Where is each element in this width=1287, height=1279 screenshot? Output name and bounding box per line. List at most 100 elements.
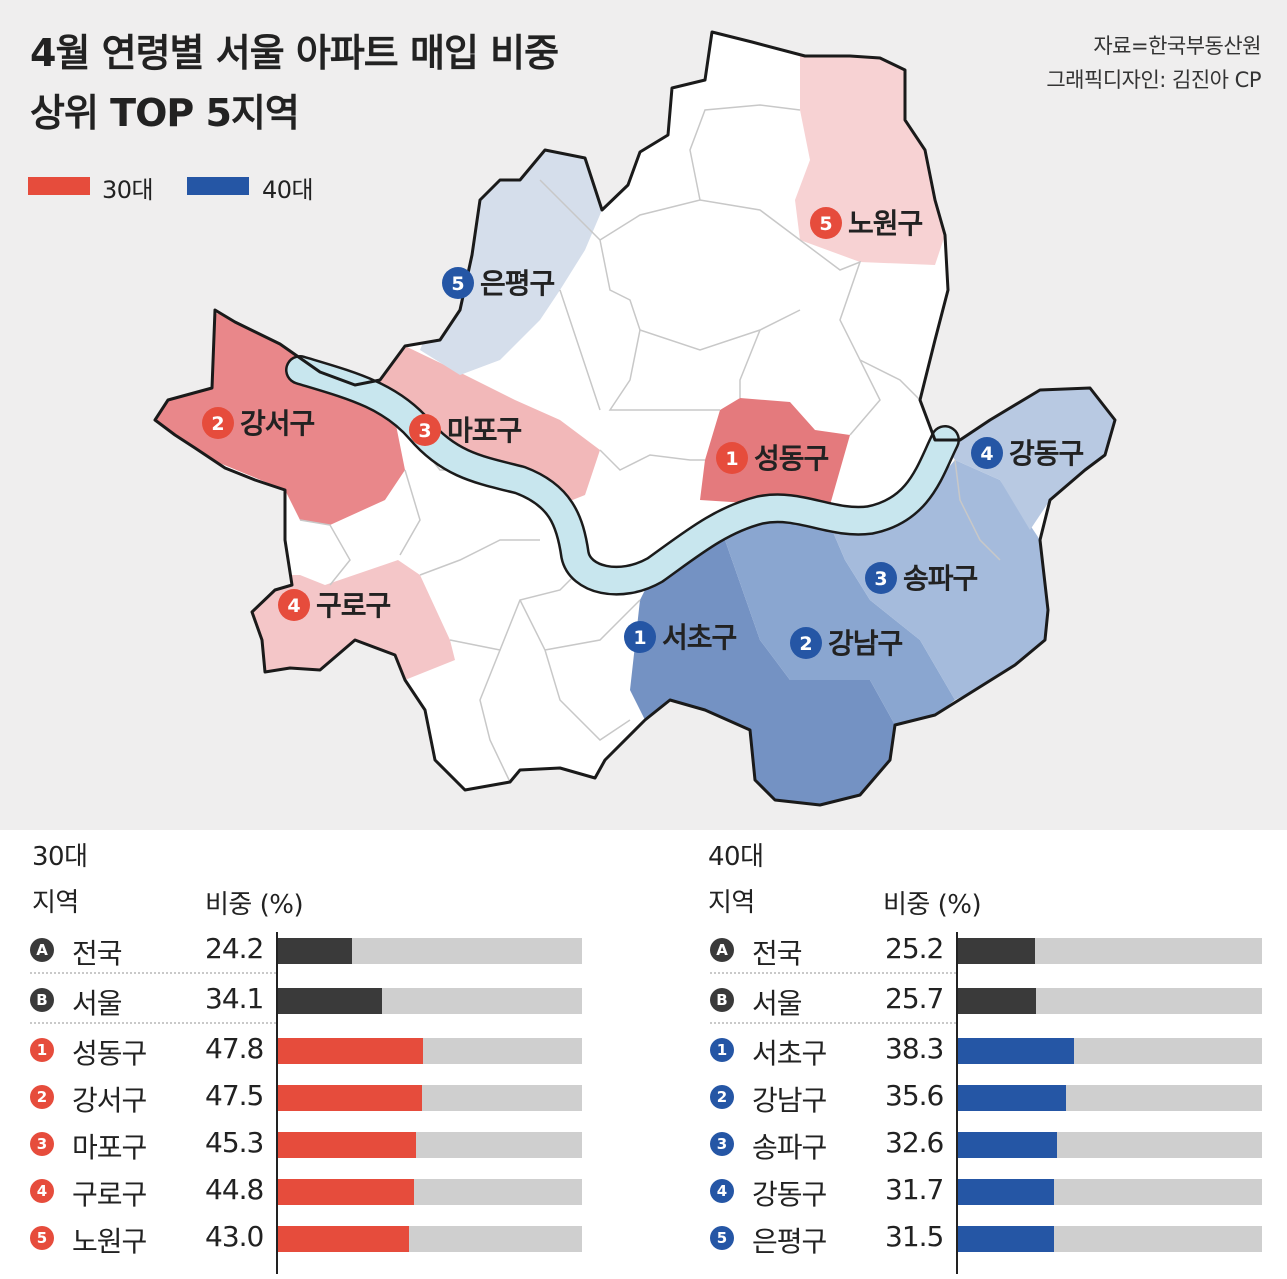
bar-track: [278, 938, 582, 964]
map-district-label: 강남구: [828, 627, 903, 660]
bar-row: 1 성동구 47.8: [30, 1026, 590, 1072]
col-header-region-40s: 지역: [708, 888, 755, 918]
map-rank-badge: [409, 414, 441, 446]
map-district-label: 구로구: [316, 589, 391, 622]
col-header-share-30s: 비중 (%): [205, 890, 304, 920]
map-rank-number: 2: [211, 413, 224, 435]
bar-row: 2 강남구 35.6: [710, 1073, 1270, 1119]
map-rank-number: 4: [980, 443, 993, 465]
rank-badge: A: [710, 938, 734, 962]
region-label: 전국: [72, 937, 123, 970]
region-label: 마포구: [72, 1131, 147, 1164]
map-district-label: 마포구: [447, 414, 522, 447]
map-district-label: 송파구: [903, 562, 978, 595]
bar-row: 5 노원구 43.0: [30, 1214, 590, 1260]
rank-badge: 4: [710, 1179, 734, 1203]
map-rank-badge: [716, 442, 748, 474]
map-district-label: 성동구: [754, 442, 829, 475]
bar-track: [278, 1226, 582, 1252]
bar: [958, 1179, 1055, 1205]
map-rank-badge: [442, 267, 474, 299]
rank-badge: A: [30, 938, 54, 962]
legend-label-30s: 30대: [102, 176, 154, 204]
bar: [958, 1226, 1054, 1252]
value-label: 25.7: [885, 982, 944, 1015]
map-rank-badge: [810, 207, 842, 239]
value-label: 47.5: [205, 1079, 264, 1112]
district-boundaries: [299, 104, 1001, 783]
bar-panel-40s: 40대 지역 비중 (%) A 전국 25.2 B 서울 25.7 1 서초구 38.3 2 강남구…: [680, 830, 1287, 1279]
region-label: 강동구: [752, 1178, 827, 1211]
map-rank-number: 5: [819, 213, 832, 235]
legend-swatch-40s: [187, 177, 249, 195]
col-header-region-30s: 지역: [32, 888, 79, 918]
map-district-label: 은평구: [480, 267, 555, 300]
bar-row: B 서울 34.1: [30, 976, 590, 1022]
bar-row: 4 강동구 31.7: [710, 1167, 1270, 1213]
row-separator: [30, 972, 276, 974]
map-rank-badge: [790, 627, 822, 659]
region-label: 전국: [752, 937, 803, 970]
rank-badge: 2: [710, 1085, 734, 1109]
bar: [958, 1085, 1067, 1111]
map-district-label: 강동구: [1009, 437, 1084, 470]
bar-track: [958, 988, 1262, 1014]
map-rank-number: 3: [874, 568, 887, 590]
bar-row: 3 송파구 32.6: [710, 1120, 1270, 1166]
panel-title-30s: 30대: [32, 842, 88, 872]
bar-track: [958, 1179, 1262, 1205]
bar-track: [958, 1132, 1262, 1158]
map-rank-badge: [202, 407, 234, 439]
map-district-label: 강서구: [240, 407, 315, 440]
bar: [958, 988, 1037, 1014]
bar-axis-line: [956, 932, 958, 1274]
bar-axis-line: [276, 932, 278, 1274]
bar-row: B 서울 25.7: [710, 976, 1270, 1022]
map-rank-number: 2: [799, 633, 812, 655]
region-label: 서울: [72, 987, 123, 1020]
map-rank-number: 1: [725, 448, 738, 470]
district-gangdong: [940, 388, 1115, 530]
rank-badge: 2: [30, 1085, 54, 1109]
seoul-district-map: 1 성동구 2 강서구 3 마포구 4 구로구 5 노원구 1 서초구 2 강남구 3 송파구 4 강동구 5 은평구: [153, 30, 1117, 807]
region-label: 노원구: [72, 1225, 147, 1258]
bar-panel-30s: 30대 지역 비중 (%) A 전국 24.2 B 서울 34.1 1 성동구 47.8 2 강서구…: [0, 830, 643, 1279]
map-rank-badge: [624, 621, 656, 653]
region-label: 구로구: [72, 1178, 147, 1211]
rank-badge: 5: [710, 1226, 734, 1250]
value-label: 24.2: [205, 932, 264, 965]
bar-track: [278, 1038, 582, 1064]
bar-track: [958, 1085, 1262, 1111]
value-label: 38.3: [885, 1032, 944, 1065]
bar-track: [278, 1179, 582, 1205]
chart-title-line2: 상위 TOP 5지역: [30, 91, 300, 135]
map-district-label: 노원구: [848, 207, 923, 240]
value-label: 34.1: [205, 982, 264, 1015]
bar: [278, 1038, 424, 1064]
rank-badge: B: [30, 988, 54, 1012]
bar: [278, 1085, 423, 1111]
map-labels: 1 성동구 2 강서구 3 마포구 4 구로구 5 노원구 1 서초구 2 강남구 3 송파구 4 강동구 5 은평구: [202, 207, 1085, 660]
region-label: 송파구: [752, 1131, 827, 1164]
map-rank-badge: [971, 437, 1003, 469]
region-label: 성동구: [72, 1037, 147, 1070]
bar-track: [278, 1085, 582, 1111]
map-panel: 4월 연령별 서울 아파트 매입 비중 상위 TOP 5지역 자료=한국부동산원…: [0, 0, 1287, 830]
value-label: 31.5: [885, 1220, 944, 1253]
map-rank-badge: [278, 589, 310, 621]
col-header-share-40s: 비중 (%): [883, 890, 982, 920]
bar: [958, 1038, 1075, 1064]
bar-track: [278, 988, 582, 1014]
bar: [278, 1179, 415, 1205]
rank-badge: 3: [710, 1132, 734, 1156]
region-label: 은평구: [752, 1225, 827, 1258]
district-fills: [155, 32, 1115, 805]
legend-swatch-30s: [28, 177, 90, 195]
region-label: 서울: [752, 987, 803, 1020]
bar: [278, 988, 382, 1014]
map-rank-number: 3: [418, 420, 431, 442]
district-gangnam: [725, 515, 955, 725]
rank-badge: 1: [710, 1038, 734, 1062]
row-separator: [710, 972, 956, 974]
value-label: 43.0: [205, 1220, 264, 1253]
